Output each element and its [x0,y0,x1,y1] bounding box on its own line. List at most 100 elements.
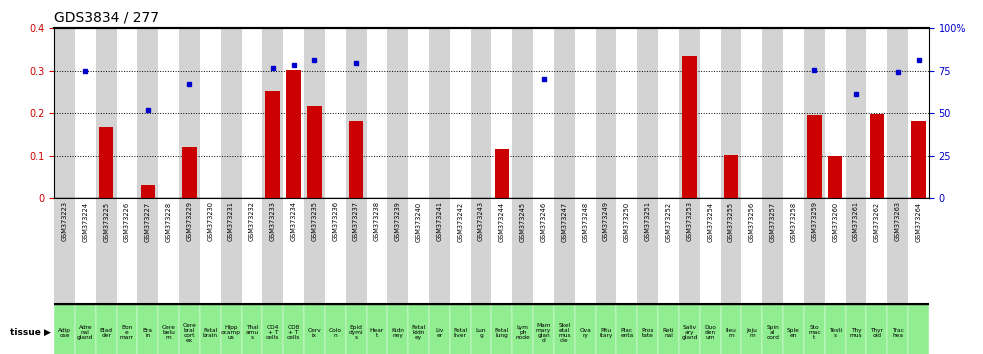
Text: Testi
s: Testi s [829,328,841,338]
Text: Colo
n: Colo n [328,328,342,338]
Bar [95,304,117,354]
Bar [346,198,367,304]
Bar [242,28,262,198]
Text: Spin
al
cord: Spin al cord [767,325,780,340]
Text: Cere
bral
cort
ex: Cere bral cort ex [183,323,197,343]
Bar [762,304,783,354]
Bar [700,28,721,198]
Text: Bon
e
marr: Bon e marr [120,325,134,340]
Bar [75,198,95,304]
Bar [158,198,179,304]
Bar [888,198,908,304]
Bar [828,156,842,198]
Text: Trac
hea: Trac hea [892,328,903,338]
Text: GSM373244: GSM373244 [499,201,505,241]
Text: GSM373246: GSM373246 [541,201,547,241]
Text: GSM373234: GSM373234 [291,201,297,241]
Bar [283,198,304,304]
Bar [221,198,242,304]
Bar [367,198,387,304]
Bar [262,28,283,198]
Bar [721,304,741,354]
Bar [783,304,804,354]
Bar [659,304,679,354]
Bar [845,28,866,198]
Text: Kidn
ney: Kidn ney [391,328,404,338]
Bar [324,198,346,304]
Text: GSM373235: GSM373235 [312,201,318,241]
Text: Duo
den
um: Duo den um [704,325,717,340]
Bar [242,198,262,304]
Text: Reti
nal: Reti nal [663,328,674,338]
Bar [825,28,845,198]
Bar [141,185,155,198]
Bar [99,127,113,198]
Bar [616,28,637,198]
Bar [533,304,554,354]
Bar [807,115,822,198]
Text: GSM373261: GSM373261 [853,201,859,241]
Text: GSM373259: GSM373259 [811,201,818,241]
Text: GSM373262: GSM373262 [874,201,880,241]
Bar [762,28,783,198]
Bar [346,304,367,354]
Bar [283,304,304,354]
Text: GSM373225: GSM373225 [103,201,109,241]
Bar [179,198,200,304]
Text: CD8
+ T
cells: CD8 + T cells [287,325,300,340]
Bar [117,304,138,354]
Bar [471,198,492,304]
Text: Cerv
ix: Cerv ix [308,328,321,338]
Text: GDS3834 / 277: GDS3834 / 277 [54,11,159,25]
Bar [512,28,533,198]
Text: GSM373254: GSM373254 [707,201,714,241]
Bar [200,304,221,354]
Bar [387,28,408,198]
Bar [888,304,908,354]
Text: Pitu
itary: Pitu itary [600,328,612,338]
Bar [762,198,783,304]
Bar [492,304,512,354]
Text: GSM373238: GSM373238 [374,201,380,241]
Text: GSM373231: GSM373231 [228,201,234,241]
Text: GSM373224: GSM373224 [83,201,88,241]
Text: GSM373241: GSM373241 [436,201,442,241]
Bar [450,198,471,304]
Bar [138,198,158,304]
Text: GSM373228: GSM373228 [165,201,172,241]
Bar [494,149,509,198]
Bar [741,28,762,198]
Text: GSM373229: GSM373229 [187,201,193,241]
Bar [471,304,492,354]
Bar [54,198,75,304]
Bar [679,304,700,354]
Bar [408,28,429,198]
Text: Jeju
m: Jeju m [746,328,757,338]
Bar [138,28,158,198]
Bar [637,198,659,304]
Text: Fetal
brain: Fetal brain [202,328,218,338]
Text: GSM373230: GSM373230 [207,201,213,241]
Bar [387,198,408,304]
Bar [221,28,242,198]
Text: GSM373250: GSM373250 [624,201,630,241]
Bar [75,28,95,198]
Bar [575,28,596,198]
Bar [117,28,138,198]
Bar [492,198,512,304]
Bar [804,198,825,304]
Text: GSM373263: GSM373263 [895,201,900,241]
Bar [286,69,301,198]
Bar [679,28,700,198]
Bar [616,198,637,304]
Bar [450,304,471,354]
Text: Thal
amu
s: Thal amu s [246,325,259,340]
Text: Lun
g: Lun g [476,328,487,338]
Text: Lym
ph
node: Lym ph node [515,325,530,340]
Text: Adre
nal
gland: Adre nal gland [77,325,93,340]
Bar [158,28,179,198]
Bar [637,28,659,198]
Bar [304,198,324,304]
Bar [54,304,75,354]
Bar [575,304,596,354]
